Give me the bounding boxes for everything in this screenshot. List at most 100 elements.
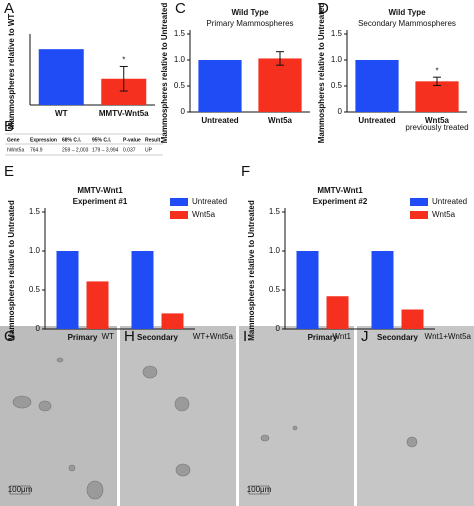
x-tick-label: Wnt5a	[268, 116, 293, 125]
x-tick-label: Primary	[68, 333, 98, 342]
chart-title: MMTV-Wnt1	[77, 186, 123, 195]
y-tick-label: 1.5	[331, 29, 343, 38]
scale-bar-label: 100μm	[8, 485, 33, 494]
table-cell: 0.037	[123, 147, 136, 153]
micrographs	[0, 326, 474, 506]
x-tick-note: previously treated	[405, 123, 468, 132]
table-header: Gene	[7, 137, 20, 143]
bar	[86, 281, 109, 329]
bar	[371, 251, 394, 329]
y-tick-label: 0.5	[174, 81, 186, 90]
y-axis-label: Mammospheres relative to Untreated	[247, 200, 256, 341]
y-tick-label: 0	[276, 324, 281, 333]
image-label: Wnt1+Wnt5a	[425, 332, 472, 341]
chart-title: Wild Type	[388, 8, 426, 17]
image-label: WT+Wnt5a	[193, 332, 234, 341]
legend-swatch	[410, 211, 428, 219]
y-tick-label: 1.0	[331, 55, 343, 64]
y-axis-label: Mammospheres relative to Untreated	[160, 3, 169, 144]
table-header: 95% C.I.	[92, 137, 112, 143]
chart-title: Wild Type	[231, 8, 269, 17]
bar	[131, 251, 154, 329]
y-tick-label: 0	[338, 107, 343, 116]
bar	[326, 296, 349, 329]
panel-letter: C	[175, 0, 186, 17]
legend-swatch	[170, 198, 188, 206]
legend-label: Wnt5a	[192, 210, 216, 219]
y-tick-label: 0	[36, 324, 41, 333]
x-tick-label: Primary	[308, 333, 338, 342]
image-label: WT	[102, 332, 115, 341]
table-cell: 764.9	[30, 147, 43, 153]
scale-bar-label: 100μm	[247, 485, 272, 494]
x-tick-label: WT	[55, 109, 68, 118]
table-cell: hWnt5a	[7, 147, 24, 153]
y-tick-label: 0.5	[269, 285, 281, 294]
chart-subtitle: Experiment #2	[313, 197, 368, 206]
x-tick-label: Untreated	[201, 116, 238, 125]
y-axis-label: Mammospheres relative to Untreated	[317, 3, 326, 144]
table-cell: UP	[145, 147, 153, 153]
panel-letter: I	[243, 328, 247, 345]
table-cell: 259 – 2,003	[62, 147, 89, 153]
panel-letter: G	[4, 328, 16, 345]
table-header: Expression	[30, 137, 57, 143]
table-header: 68% C.I.	[62, 137, 82, 143]
y-tick-label: 0.5	[29, 285, 41, 294]
bar	[415, 81, 459, 112]
x-tick-label: MMTV-Wnt5a	[99, 109, 149, 118]
y-tick-label: 1.0	[269, 246, 281, 255]
y-tick-label: 1.5	[174, 29, 186, 38]
y-axis-label: Mammospheres relative to WT	[7, 14, 16, 130]
y-tick-label: 1.0	[29, 246, 41, 255]
spheres	[12, 357, 418, 500]
significance-mark: *	[435, 66, 438, 75]
legend-swatch	[170, 211, 188, 219]
image-label: Wnt1	[332, 332, 351, 341]
bar	[38, 49, 84, 105]
significance-mark: *	[122, 56, 125, 65]
scale-bar	[9, 485, 31, 495]
table-header: Result	[145, 137, 161, 143]
x-tick-label: Wnt5a	[425, 116, 450, 125]
micrograph	[0, 326, 117, 506]
micrograph	[239, 326, 354, 506]
panel-letter: H	[124, 328, 135, 345]
bar	[258, 58, 302, 112]
chart-subtitle: Experiment #1	[73, 197, 128, 206]
x-tick-label: Secondary	[137, 333, 178, 342]
chart-title: MMTV-Wnt1	[317, 186, 363, 195]
y-tick-label: 0.5	[331, 81, 343, 90]
bar	[401, 309, 424, 329]
panel-letter: D	[318, 0, 329, 17]
legend-label: Untreated	[192, 197, 227, 206]
legend-swatch	[410, 198, 428, 206]
panel-letter: B	[4, 118, 14, 135]
bar	[355, 60, 399, 112]
panel-letter: E	[4, 163, 14, 180]
micrograph	[357, 326, 474, 506]
bar	[296, 251, 319, 329]
bar	[56, 251, 79, 329]
y-tick-label: 1.5	[269, 207, 281, 216]
table-cell: 179 – 3,994	[92, 147, 119, 153]
scale-bar	[248, 485, 270, 495]
micrograph	[120, 326, 236, 506]
x-tick-label: Secondary	[377, 333, 418, 342]
chart-subtitle: Primary Mammospheres	[206, 19, 293, 28]
y-tick-label: 0	[181, 107, 186, 116]
bar	[161, 313, 184, 329]
legend-label: Untreated	[432, 197, 467, 206]
legend-label: Wnt5a	[432, 210, 456, 219]
chart-subtitle: Secondary Mammospheres	[358, 19, 456, 28]
panel-letter: F	[241, 163, 250, 180]
y-axis-label: Mammospheres relative to Untreated	[7, 200, 16, 341]
table-header: P-value	[123, 137, 141, 143]
x-tick-label: Untreated	[358, 116, 395, 125]
panel-letter: A	[4, 0, 14, 17]
y-tick-label: 1.0	[174, 55, 186, 64]
panel-letter: J	[361, 328, 369, 345]
bar	[198, 60, 242, 112]
y-tick-label: 1.5	[29, 207, 41, 216]
